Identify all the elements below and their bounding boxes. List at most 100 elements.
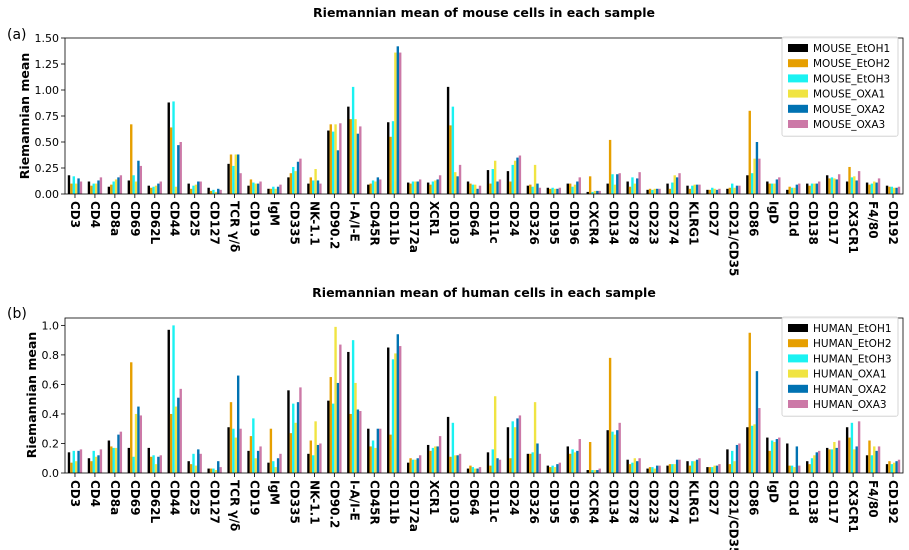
bar [738,443,741,473]
bar [252,182,255,194]
bar [618,173,621,194]
legend-label: HUMAN_OXA1 [813,369,887,381]
bar [451,422,455,473]
bar [374,447,377,473]
legend-swatch [788,384,808,393]
bar [169,127,173,194]
bar [272,186,275,194]
bar [212,468,215,473]
x-tick-label: CD196 [567,480,581,524]
x-tick-label: TCR γ/δ [228,480,242,531]
bar [132,175,135,194]
bar [895,187,898,194]
legend-label: MOUSE_EtOH2 [813,58,890,70]
bar [179,142,182,194]
bar [309,440,313,473]
y-tick-label: 0.75 [35,110,60,123]
bar [446,416,450,473]
bar [857,171,861,194]
bar [449,456,452,473]
bar [653,468,656,473]
bar [586,191,589,194]
bar [893,187,896,194]
bar [868,440,871,473]
bar [511,164,514,194]
bar [276,186,280,194]
bar [451,106,455,194]
bar [152,186,155,194]
bar [199,181,202,194]
x-tick-label: I-A/I-E [347,201,361,242]
bar [646,468,649,473]
bar [626,459,629,473]
bar [688,188,692,194]
x-tick-label: CD21/CD35 [726,480,740,550]
bar [339,344,342,473]
bar [429,184,432,194]
bar [294,171,297,194]
bar [316,180,320,194]
bar [307,183,310,194]
bar [219,189,222,194]
bar [768,183,771,194]
bar [469,465,472,473]
bar [671,182,674,194]
x-tick-label: CD69 [128,480,142,515]
bar [117,434,120,473]
bar [726,188,729,194]
bar [526,185,530,194]
bar [693,184,696,194]
x-tick-label: CD90.2 [327,480,341,528]
bar [394,353,397,473]
x-tick-label: IgM [268,480,282,505]
bar [531,186,534,194]
x-tick-label: NK-1.1 [307,201,321,246]
x-tick-label: CD69 [128,201,142,236]
bar [236,154,240,194]
bar [758,158,761,194]
bar [651,467,654,473]
bar [593,470,597,473]
bar [493,160,497,194]
bar [496,181,499,194]
bar [227,163,230,194]
bar [177,145,180,194]
bar [139,165,143,194]
x-tick-label: CD172a [407,201,421,253]
panel-b: (b) Riemannian mean of human cells in ea… [7,285,904,550]
x-tick-label: CD172a [407,480,421,532]
bar [369,446,372,473]
x-tick-label: CD86 [746,480,760,515]
bar [491,449,494,473]
bar [354,382,357,473]
bar [636,178,639,194]
legend-swatch [788,369,808,378]
bar [376,428,380,473]
x-tick-label: CD117 [826,480,840,524]
bar [150,456,153,473]
bar [418,179,422,194]
bar [828,178,831,194]
bar [289,433,293,473]
x-tick-label: CD45R [367,480,381,525]
bar [591,470,594,473]
bar [90,461,93,473]
bar [695,184,699,194]
bar [678,173,681,194]
bar [232,428,235,473]
x-tick-label: CD192 [886,480,900,524]
bar [868,184,871,194]
bar [875,182,878,194]
y-tick-label: 0.25 [35,162,60,175]
bar [167,329,170,473]
x-tick-label: CD44 [168,201,182,236]
x-tick-label: CD4 [88,480,102,507]
bar [850,177,854,194]
bar [588,176,592,194]
bar [628,464,632,473]
bar [359,411,362,473]
bar [389,434,392,473]
bar [770,440,774,473]
bar [254,458,257,473]
bar [259,446,262,473]
